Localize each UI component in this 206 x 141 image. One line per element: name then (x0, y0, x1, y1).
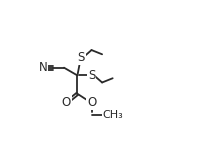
Text: CH₃: CH₃ (102, 110, 123, 120)
Text: S: S (77, 51, 84, 64)
Text: S: S (87, 69, 95, 82)
Text: O: O (61, 96, 70, 109)
Text: N: N (38, 61, 47, 74)
Text: O: O (87, 96, 96, 109)
